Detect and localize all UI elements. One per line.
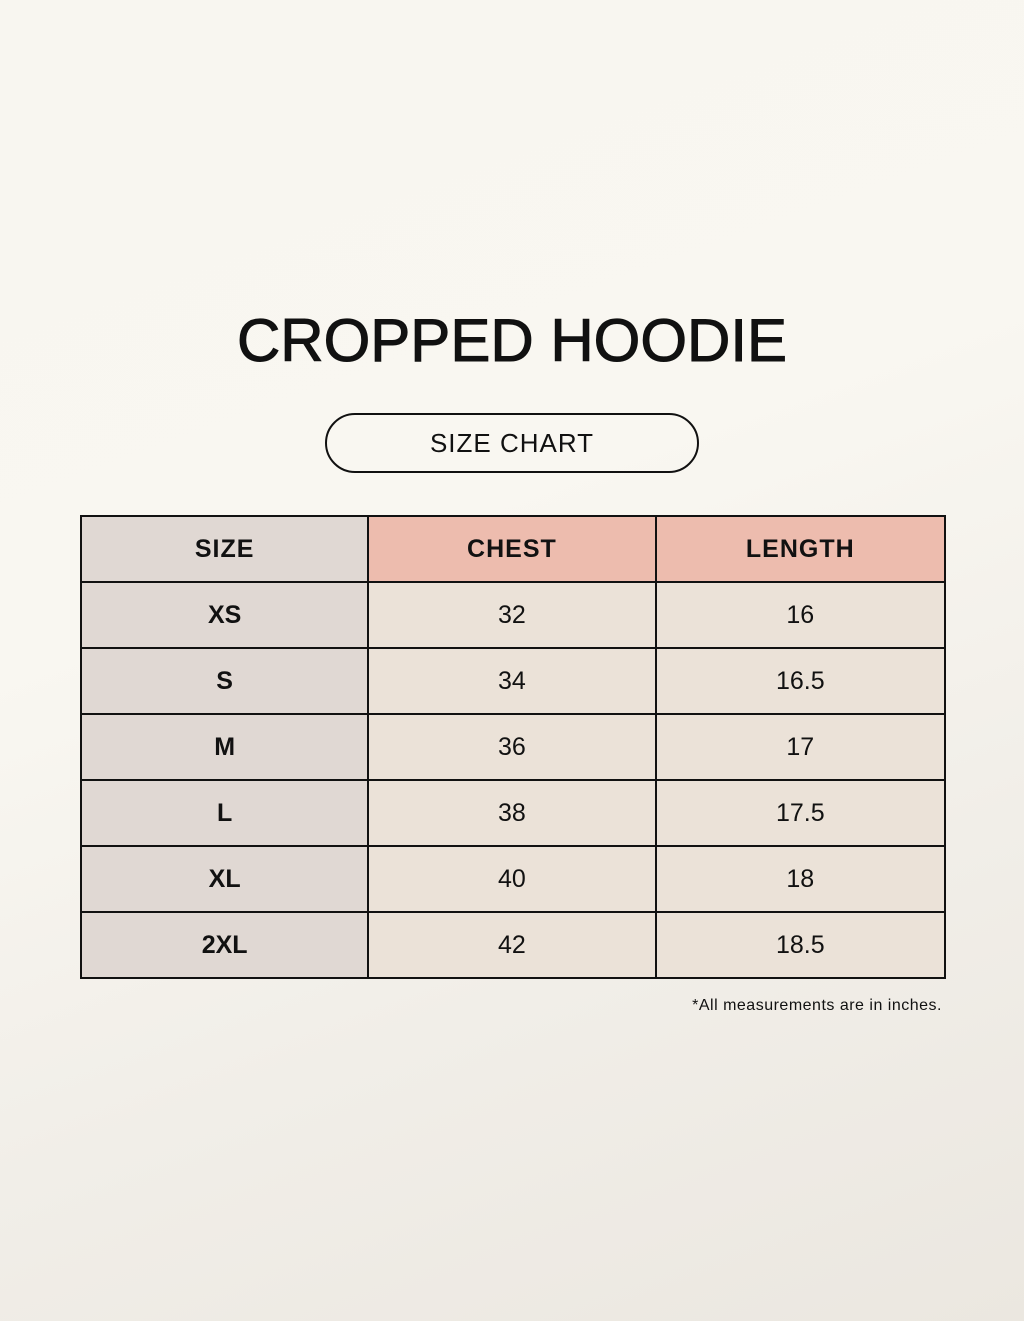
cell-size: S xyxy=(79,647,370,715)
table-row: L 38 17.5 xyxy=(79,779,947,847)
cell-chest: 36 xyxy=(367,713,657,781)
cell-length: 16 xyxy=(654,581,947,649)
cell-chest: 42 xyxy=(367,911,657,979)
cell-length: 16.5 xyxy=(654,647,947,715)
cell-size: XS xyxy=(79,581,370,649)
cell-chest: 40 xyxy=(367,845,657,913)
cell-chest: 38 xyxy=(367,779,657,847)
cell-chest: 32 xyxy=(367,581,657,649)
cell-size: 2XL xyxy=(79,911,370,979)
table-row: M 36 17 xyxy=(79,713,947,781)
size-chart-label: SIZE CHART xyxy=(325,413,699,473)
cell-chest: 34 xyxy=(367,647,657,715)
cell-length: 18 xyxy=(654,845,947,913)
table-row: S 34 16.5 xyxy=(79,647,947,715)
size-table: SIZE CHEST LENGTH XS 32 16 S 34 16.5 M 36 17 L 38 1… xyxy=(79,515,947,979)
cell-length: 17.5 xyxy=(654,779,947,847)
table-row: XL 40 18 xyxy=(79,845,947,913)
table-row: 2XL 42 18.5 xyxy=(79,911,947,979)
table-row: XS 32 16 xyxy=(79,581,947,649)
cell-length: 18.5 xyxy=(654,911,947,979)
header-chest: CHEST xyxy=(367,515,657,583)
page-title: CROPPED HOODIE xyxy=(236,307,788,375)
cell-size: M xyxy=(79,713,370,781)
header-size: SIZE xyxy=(79,515,370,583)
size-chart-text: SIZE CHART xyxy=(429,427,595,458)
measurement-note: *All measurements are in inches. xyxy=(692,997,942,1014)
header-length: LENGTH xyxy=(654,515,947,583)
cell-length: 17 xyxy=(654,713,947,781)
table-header-row: SIZE CHEST LENGTH xyxy=(79,515,947,583)
cell-size: L xyxy=(79,779,370,847)
cell-size: XL xyxy=(79,845,370,913)
